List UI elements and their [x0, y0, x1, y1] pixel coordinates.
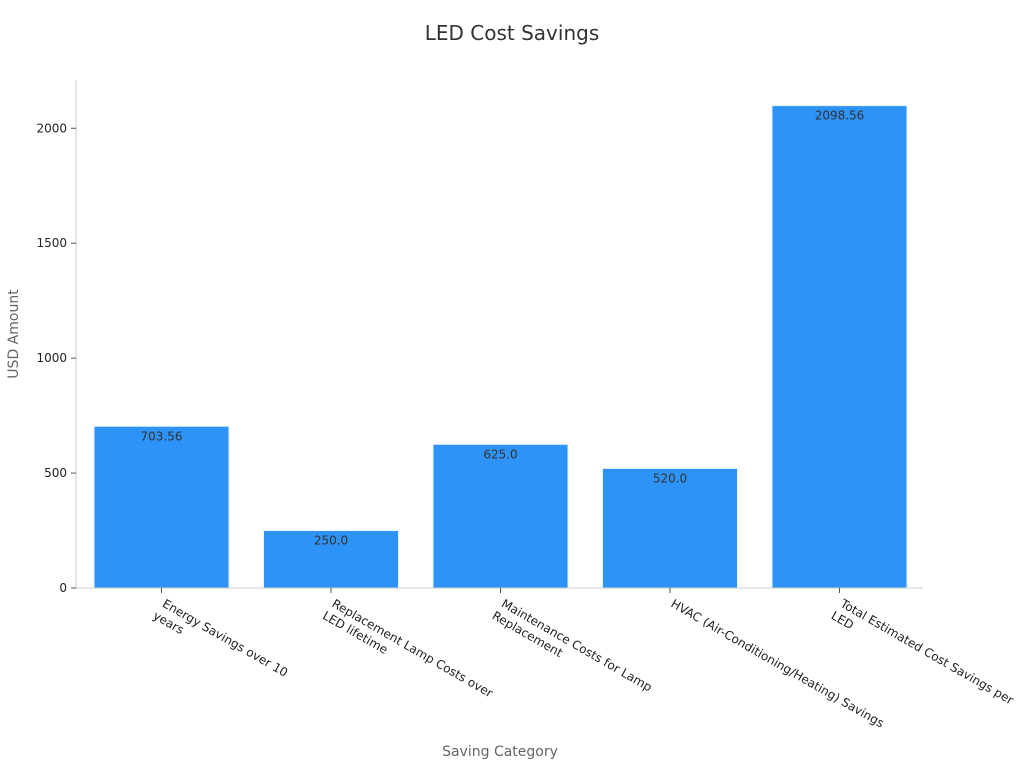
bar — [602, 467, 738, 589]
bar-data-label: 250.0 — [314, 534, 348, 548]
bar-data-label: 703.56 — [141, 429, 183, 443]
bar — [93, 425, 230, 589]
y-tick-label: 2000 — [36, 121, 67, 135]
bars-group: 703.56 250.0 625.0 520.0 2098.56 — [93, 105, 908, 589]
x-tick-label: Replacement Lamp Costs overLED lifetime — [320, 595, 495, 713]
chart-title: LED Cost Savings — [425, 21, 600, 45]
x-axis-title: Saving Category — [442, 744, 558, 760]
bar — [432, 443, 569, 589]
y-tick-label: 0 — [59, 581, 67, 595]
y-tick-label: 1500 — [36, 236, 67, 250]
bar — [771, 105, 908, 589]
y-axis-title: USD Amount — [6, 289, 22, 379]
y-tick-label: 1000 — [36, 351, 67, 365]
bar-data-label: 2098.56 — [815, 109, 865, 123]
y-tick-label: 500 — [44, 466, 67, 480]
x-axis: Energy Savings over 10years Replacement L… — [76, 587, 1016, 730]
bar-data-label: 520.0 — [653, 471, 687, 485]
y-axis: 0 500 1000 1500 2000 — [36, 80, 77, 595]
x-tick-label: Maintenance Costs for LampReplacement — [490, 595, 655, 707]
bar-data-label: 625.0 — [483, 447, 517, 461]
bar — [263, 530, 399, 589]
x-tick-label: Energy Savings over 10years — [151, 595, 291, 692]
